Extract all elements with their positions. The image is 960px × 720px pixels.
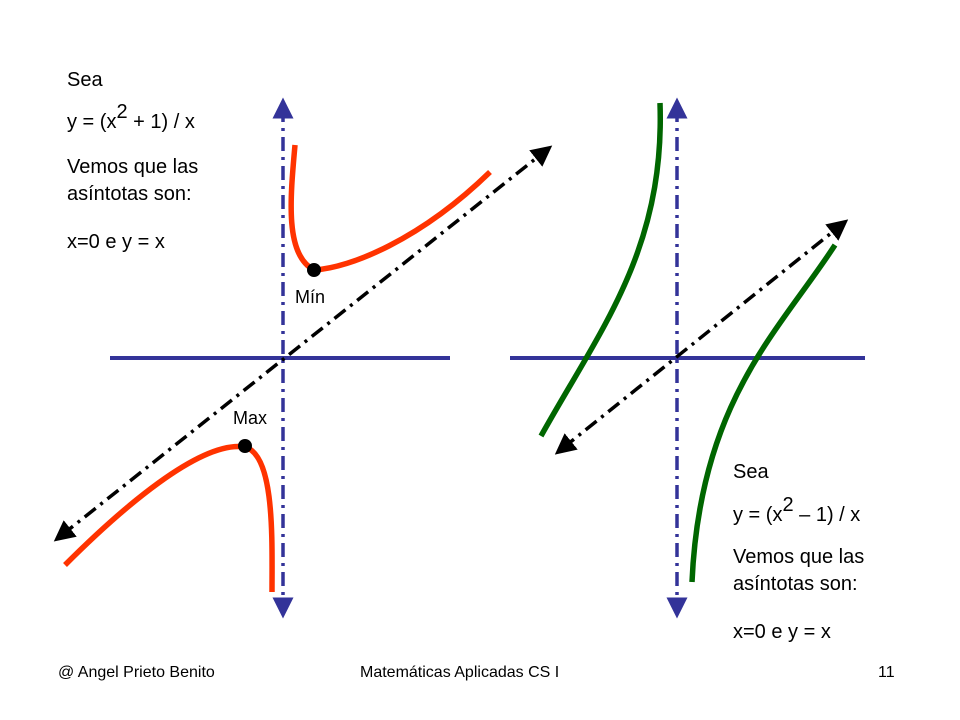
right-text-line1: Vemos que las [733, 546, 865, 568]
left-text-line2: asíntotas son: [67, 183, 192, 205]
left-equation-prefix: y = (x [67, 111, 117, 133]
right-asymptotes: x=0 e y = x [733, 621, 831, 643]
left-sea-label: Sea [67, 69, 103, 91]
right-equation-prefix: y = (x [733, 504, 783, 526]
left-lower-branch [63, 443, 275, 593]
left-equation: y = (x2 + 1) / x [67, 101, 195, 134]
right-left-branch [538, 102, 663, 438]
footer-page-number: 11 [878, 664, 895, 681]
right-equation: y = (x2 – 1) / x [733, 494, 861, 527]
maximum-point [238, 439, 252, 453]
minimum-label: Mín [295, 287, 326, 307]
left-asymptotes: x=0 e y = x [67, 231, 165, 253]
right-text-line2: asíntotas son: [733, 573, 858, 595]
right-equation-exponent: 2 [782, 494, 794, 516]
minimum-point [307, 263, 321, 277]
left-equation-exponent: 2 [116, 101, 128, 123]
maximum-label: Max [233, 408, 268, 428]
right-equation-suffix: – 1) / x [793, 504, 861, 526]
left-text-line1: Vemos que las [67, 156, 199, 178]
footer-course: Matemáticas Aplicadas CS I [360, 664, 560, 681]
footer-author: @ Angel Prieto Benito [58, 664, 215, 681]
left-equation-suffix: + 1) / x [127, 111, 195, 133]
right-right-branch [689, 243, 838, 583]
left-upper-branch [288, 144, 492, 273]
right-sea-label: Sea [733, 461, 769, 483]
right-oblique-asymptote [554, 219, 849, 455]
left-oblique-asymptote [53, 145, 553, 542]
